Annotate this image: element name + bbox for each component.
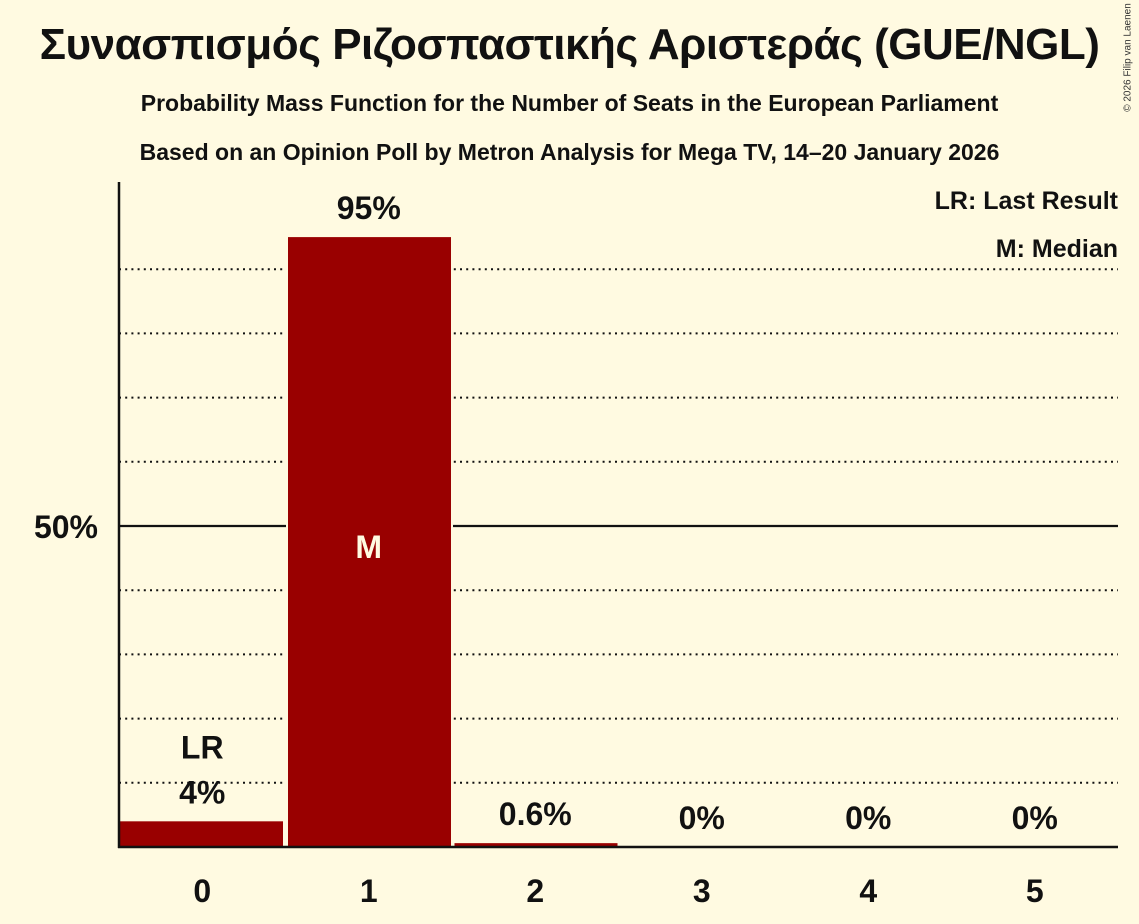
- x-tick-label-0: 0: [193, 873, 211, 909]
- value-label-0: 4%: [179, 774, 225, 810]
- value-label-5: 0%: [1012, 800, 1058, 836]
- bars: [118, 235, 620, 847]
- value-label-4: 0%: [845, 800, 891, 836]
- median-marker: M: [355, 529, 382, 565]
- x-tick-labels: 0 1 2 3 4 5: [193, 873, 1043, 909]
- value-label-1: 95%: [337, 190, 401, 226]
- value-label-3: 0%: [679, 800, 725, 836]
- bar-seats-0: [120, 821, 283, 846]
- bar-seats-2: [454, 843, 618, 846]
- x-tick-label-3: 3: [693, 873, 711, 909]
- legend: LR: Last Result M: Median: [935, 187, 1119, 263]
- last-result-marker: LR: [181, 729, 224, 765]
- x-tick-label-5: 5: [1026, 873, 1044, 909]
- x-tick-label-1: 1: [360, 873, 378, 909]
- chart-source-line: Based on an Opinion Poll by Metron Analy…: [139, 139, 1000, 165]
- value-label-2: 0.6%: [499, 796, 572, 832]
- legend-last-result: LR: Last Result: [935, 187, 1119, 215]
- gridlines: [119, 268, 1118, 784]
- y-tick-label-50: 50%: [34, 509, 98, 545]
- chart-title: Συνασπισμός Ριζοσπαστικής Αριστεράς (GUE…: [39, 20, 1100, 69]
- legend-median: M: Median: [996, 235, 1118, 263]
- value-labels: 4% LR 95% M 0.6% 0% 0% 0%: [179, 190, 1058, 836]
- x-tick-label-2: 2: [526, 873, 544, 909]
- axes: 50%: [34, 182, 1118, 849]
- x-tick-label-4: 4: [859, 873, 877, 909]
- bar-seats-1: [288, 237, 451, 847]
- chart-subtitle: Probability Mass Function for the Number…: [140, 90, 999, 116]
